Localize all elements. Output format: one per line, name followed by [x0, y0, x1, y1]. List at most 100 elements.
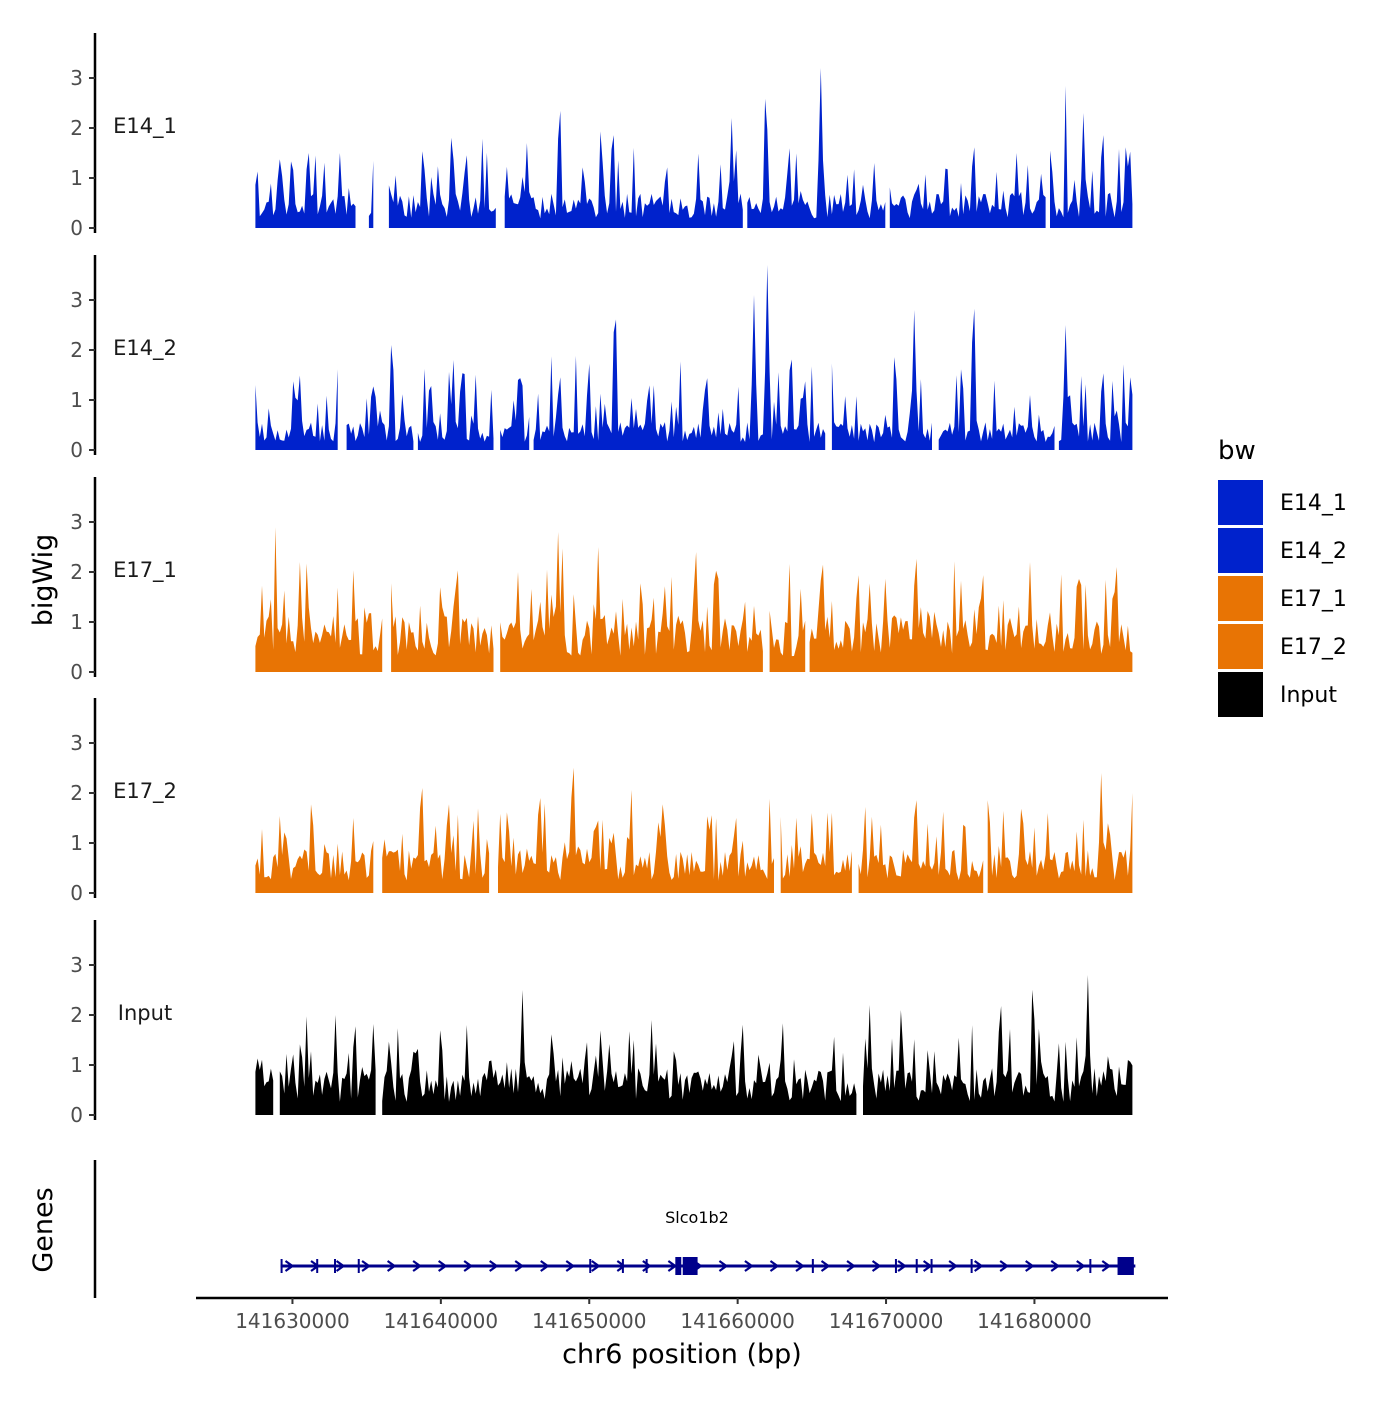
legend-label: E14_1: [1280, 491, 1347, 516]
x-tick-label: 141650000: [532, 1309, 647, 1333]
coverage-area-E14_1: [388, 137, 496, 228]
y-tick-label: 0: [70, 438, 83, 462]
legend: bw E14_1 E14_2 E17_1 E17_2 Input: [1218, 436, 1347, 717]
strand-arrow: [514, 1260, 525, 1272]
strand-arrow: [744, 1260, 754, 1272]
strand-arrow: [540, 1260, 550, 1272]
legend-title: bw: [1218, 436, 1256, 466]
legend-label: E17_1: [1280, 587, 1347, 612]
strand-arrow: [1101, 1260, 1112, 1272]
x-axis: chr6 position (bp) 141630000 141640000 141…: [196, 1296, 1168, 1370]
gene-exon: [1117, 1257, 1134, 1275]
strand-arrow: [335, 1260, 346, 1272]
y-tick-label: 1: [70, 1053, 83, 1077]
y-tick-label: 3: [70, 66, 83, 90]
strand-arrow: [999, 1260, 1010, 1272]
legend-swatch: [1218, 672, 1263, 717]
coverage-area-E17_1: [769, 563, 806, 672]
gene-exon: [811, 1259, 814, 1273]
strand-arrow: [820, 1260, 831, 1272]
track-label-Input: Input: [118, 1001, 172, 1025]
gene-exon: [1089, 1259, 1092, 1273]
gene-exon: [682, 1257, 698, 1275]
strand-arrow: [897, 1260, 907, 1272]
coverage-area-E14_1: [255, 153, 356, 228]
x-tick-label: 141630000: [235, 1309, 350, 1333]
track-label-E17_1: E17_1: [113, 558, 177, 583]
gene-exon: [930, 1259, 933, 1273]
coverage-area-Input: [863, 975, 1133, 1115]
x-tick-label: 141660000: [680, 1309, 795, 1333]
legend-entry-E17_2: E17_2: [1218, 624, 1347, 669]
coverage-area-E14_1: [1050, 85, 1133, 229]
coverage-area-E14_2: [417, 360, 494, 450]
y-tick-label: 2: [70, 781, 83, 805]
track-label-E14_2: E14_2: [113, 336, 177, 361]
y-tick-label: 1: [70, 388, 83, 412]
y-tick-label: 3: [70, 510, 83, 534]
coverage-tracks: 0 1 2 3 E14_1 0 1 2 3 E14_2 0 1 2 3 E17_1 0 1 2 3 E17_2 0 1 2 3…: [70, 33, 1133, 1127]
gene-track: Slco1b2: [93, 1160, 1136, 1298]
genes-panel-title: Genes: [28, 1187, 59, 1272]
strand-arrow: [463, 1260, 474, 1272]
y-tick-label: 0: [70, 216, 83, 240]
gene-exon: [334, 1259, 337, 1273]
legend-entry-Input: Input: [1218, 672, 1337, 717]
gene-exon: [894, 1259, 897, 1273]
y-tick-label: 1: [70, 610, 83, 634]
coverage-area-E17_1: [255, 527, 383, 672]
coverage-area-Input: [382, 990, 857, 1115]
coverage-area-E14_2: [500, 378, 530, 450]
strand-arrow: [642, 1260, 652, 1272]
track-E17_1: 0 1 2 3 E17_1: [70, 477, 1133, 684]
y-tick-label: 3: [70, 731, 83, 755]
y-tick-label: 2: [70, 1003, 83, 1027]
strand-arrow: [565, 1260, 576, 1272]
gene-exon: [915, 1259, 918, 1273]
gene-name-label: Slco1b2: [665, 1208, 729, 1227]
strand-arrow: [386, 1260, 397, 1272]
y-tick-label: 2: [70, 560, 83, 584]
coverage-area-E17_1: [500, 532, 763, 672]
strand-arrow: [1025, 1260, 1035, 1272]
legend-entry-E14_2: E14_2: [1218, 528, 1347, 573]
legend-swatch: [1218, 528, 1263, 573]
coverage-area-E17_2: [987, 773, 1133, 893]
x-tick-label: 141670000: [829, 1309, 944, 1333]
y-tick-label: 1: [70, 166, 83, 190]
y-tick-label: 0: [70, 660, 83, 684]
strand-arrow: [591, 1260, 601, 1272]
legend-label: Input: [1280, 683, 1337, 708]
y-tick-label: 2: [70, 116, 83, 140]
coverage-area-E17_1: [391, 570, 494, 672]
y-tick-label: 3: [70, 288, 83, 312]
strand-arrow: [437, 1260, 448, 1272]
strand-arrow: [846, 1260, 856, 1272]
coverage-area-E14_2: [831, 310, 932, 450]
gene-exon: [645, 1259, 648, 1273]
y-tick-label: 3: [70, 953, 83, 977]
strand-arrow: [769, 1260, 780, 1272]
track-E17_2: 0 1 2 3 E17_2: [70, 698, 1133, 905]
coverage-area-E17_1: [809, 558, 1133, 672]
strand-arrow: [361, 1260, 371, 1272]
coverage-area-E14_1: [889, 147, 1046, 228]
coverage-area-E17_2: [382, 788, 490, 893]
gene-exon: [316, 1259, 319, 1273]
coverage-area-E14_2: [346, 345, 414, 450]
x-axis-title: chr6 position (bp): [562, 1339, 802, 1370]
y-tick-label: 1: [70, 831, 83, 855]
legend-label: E14_2: [1280, 539, 1347, 564]
x-tick-label: 141640000: [384, 1309, 499, 1333]
gene-exon: [675, 1257, 682, 1275]
legend-entry-E14_1: E14_1: [1218, 480, 1347, 525]
strand-arrow: [718, 1260, 729, 1272]
gene-exon: [280, 1259, 283, 1273]
coverage-area-E17_2: [498, 767, 774, 893]
coverage-area-E14_1: [747, 68, 886, 228]
y-tick-label: 0: [70, 1103, 83, 1127]
coverage-area-E17_2: [255, 804, 374, 893]
strand-arrow: [974, 1260, 984, 1272]
gene-exon: [621, 1259, 624, 1273]
